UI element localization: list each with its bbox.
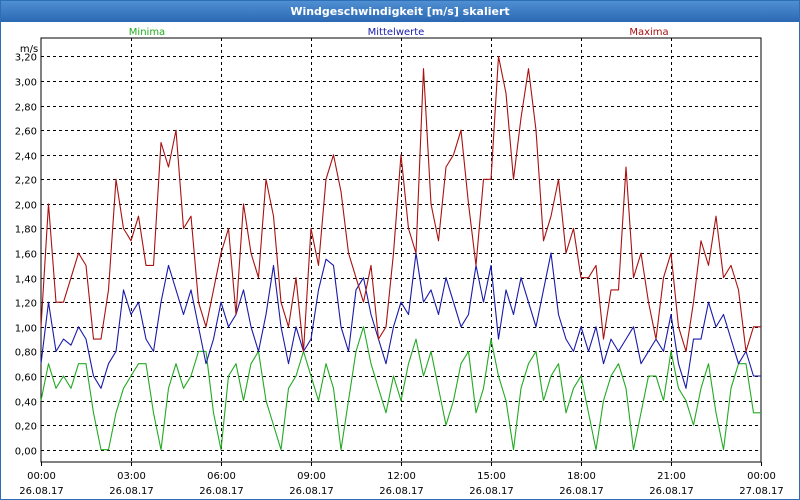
y-tick-label: 1,80 (15, 225, 37, 236)
y-tick-label: 3,20 (15, 53, 37, 64)
x-tick-time-label: 12:00 (387, 471, 416, 482)
x-tick-date-label: 26.08.17 (199, 486, 244, 497)
x-tick-date-label: 26.08.17 (289, 486, 334, 497)
y-tick-label: 1,20 (15, 299, 37, 310)
y-tick-label: 0,60 (15, 373, 37, 384)
x-tick-time-label: 03:00 (117, 471, 146, 482)
x-tick-time-label: 00:00 (27, 471, 56, 482)
x-tick-time-label: 06:00 (207, 471, 236, 482)
y-tick-label: 0,80 (15, 348, 37, 359)
y-tick-label: 0,40 (15, 398, 37, 409)
x-tick-date-label: 26.08.17 (469, 486, 514, 497)
plot-frame (40, 37, 762, 463)
plot-frame-layer (40, 37, 762, 463)
y-tick-label: 2,20 (15, 176, 37, 187)
y-tick-label: 3,00 (15, 78, 37, 89)
window-title: Windgeschwindigkeit [m/s] skaliert (1, 1, 799, 22)
y-tick-label: 2,80 (15, 103, 37, 114)
series-line-minima (40, 326, 761, 451)
y-tick-label: 1,60 (15, 250, 37, 261)
grid-lines (41, 38, 762, 466)
x-tick-time-label: 15:00 (477, 471, 506, 482)
y-tick-label: 1,00 (15, 324, 37, 335)
x-tick-date-label: 26.08.17 (379, 486, 424, 497)
y-tick-label: 1,40 (15, 275, 37, 286)
x-tick-time-label: 18:00 (567, 471, 596, 482)
x-tick-date-label: 26.08.17 (19, 486, 64, 497)
x-tick-time-label: 09:00 (297, 471, 326, 482)
series-line-mittelwerte (40, 252, 761, 389)
y-tick-label: 0,20 (15, 422, 37, 433)
x-axis-tick-labels: 00:00 26.08.17 03:00 26.08.17 06:00 26.08.17 0… (19, 471, 784, 497)
y-axis-tick-labels: 0,00 0,20 0,40 0,60 0,80 1,00 1,20 1,40 1,60 1,80… (15, 53, 37, 458)
line-chart: 0,00 0,20 0,40 0,60 0,80 1,00 1,20 1,40 1,60 1,80… (15, 27, 784, 497)
x-tick-time-label: 21:00 (657, 471, 686, 482)
x-tick-date-label: 27.08.17 (739, 486, 784, 497)
x-tick-date-label: 26.08.17 (649, 486, 694, 497)
legend: Minima Mittelwerte Maxima (129, 27, 669, 38)
y-tick-label: 2,00 (15, 201, 37, 212)
legend-item-minima: Minima (129, 27, 165, 38)
x-tick-date-label: 26.08.17 (559, 486, 604, 497)
y-tick-label: 0,00 (15, 447, 37, 458)
y-tick-label: 2,40 (15, 152, 37, 163)
legend-item-maxima: Maxima (629, 27, 668, 38)
legend-item-mittelwerte: Mittelwerte (368, 27, 425, 38)
y-axis-unit-label: m/s (20, 44, 38, 55)
x-tick-time-label: 00:00 (747, 471, 776, 482)
y-tick-label: 2,60 (15, 127, 37, 138)
series-line-maxima (40, 55, 761, 352)
x-tick-date-label: 26.08.17 (109, 486, 154, 497)
series-layer (40, 55, 761, 451)
